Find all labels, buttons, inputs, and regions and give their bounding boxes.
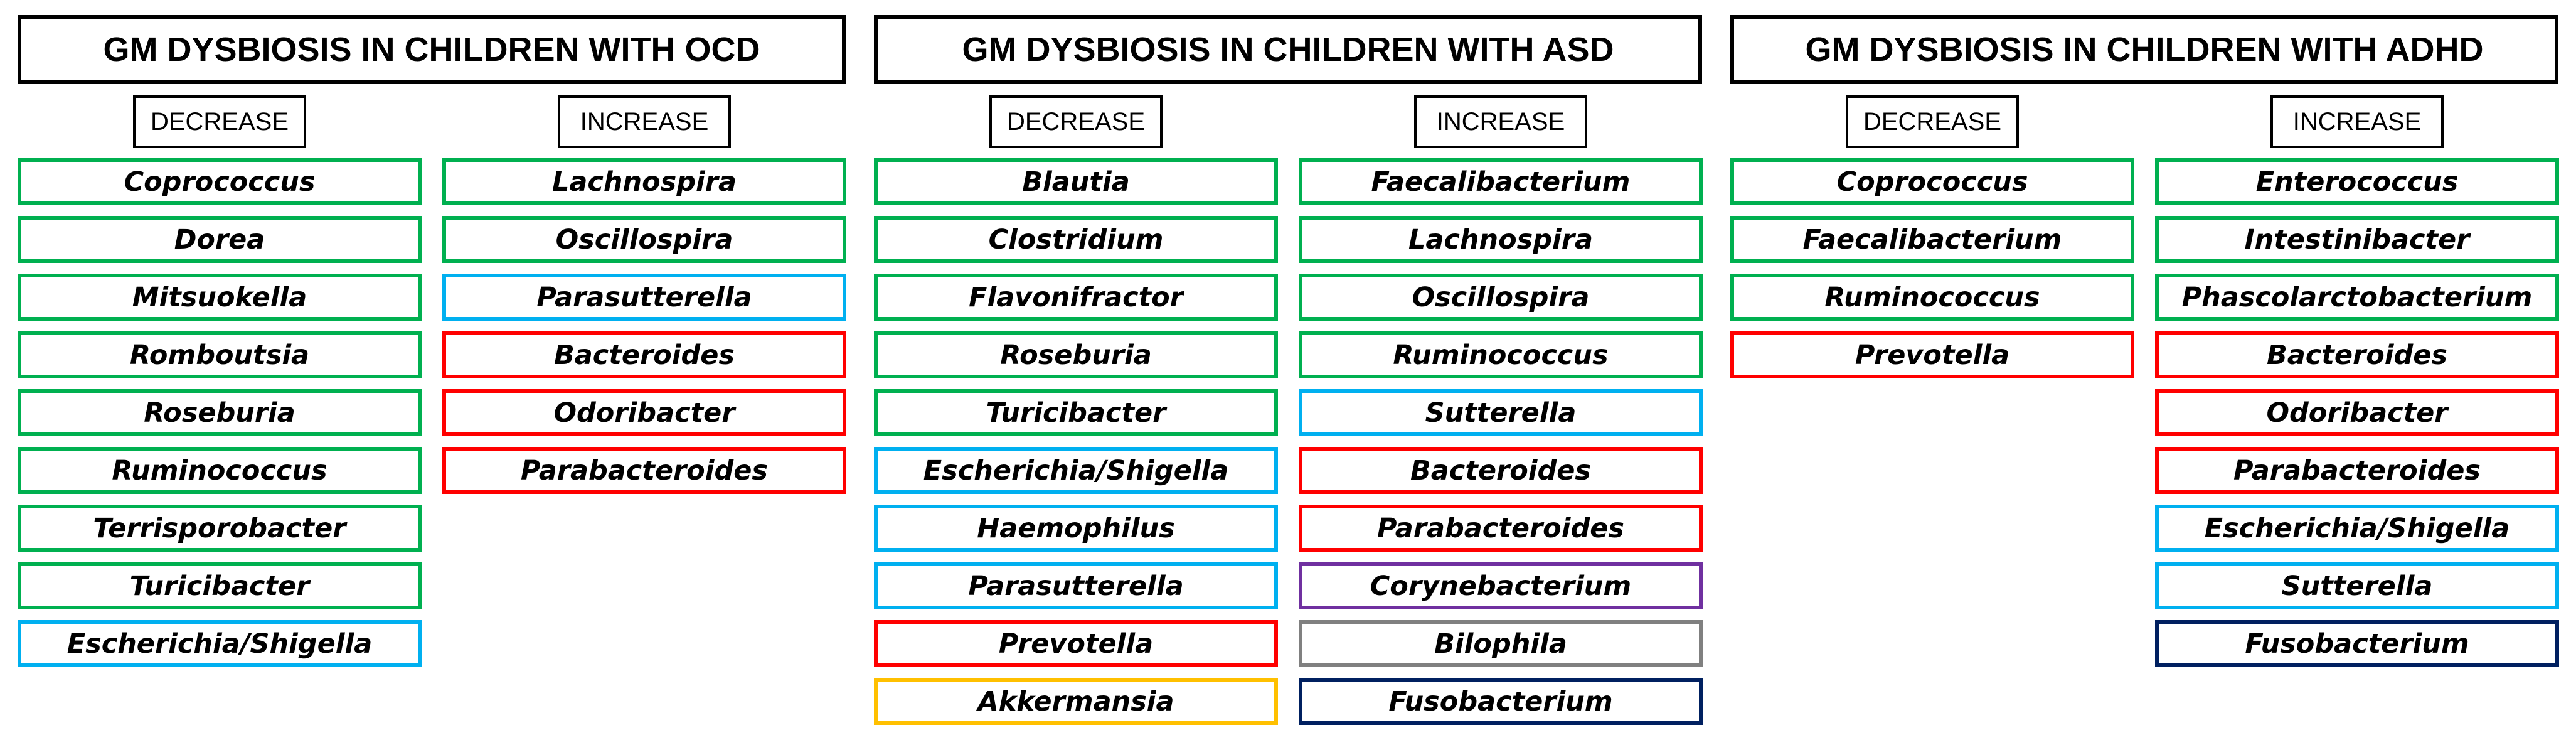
genus-box-bilophila: Bilophila	[1299, 620, 1703, 667]
genus-box-intestinibacter: Intestinibacter	[2155, 216, 2559, 263]
genus-box-dorea: Dorea	[18, 216, 422, 263]
genus-box-roseburia: Roseburia	[874, 331, 1278, 378]
genus-box-terrisporobacter: Terrisporobacter	[18, 505, 422, 552]
genus-box-lachnospira: Lachnospira	[442, 158, 846, 205]
genus-box-faecalibacterium: Faecalibacterium	[1299, 158, 1703, 205]
genus-box-roseburia: Roseburia	[18, 389, 422, 436]
genus-box-coprococcus: Coprococcus	[1730, 158, 2134, 205]
genus-box-fusobacterium: Fusobacterium	[2155, 620, 2559, 667]
genus-box-odoribacter: Odoribacter	[2155, 389, 2559, 436]
genus-box-turicibacter: Turicibacter	[874, 389, 1278, 436]
genus-box-parabacteroides: Parabacteroides	[1299, 505, 1703, 552]
genus-box-coprococcus: Coprococcus	[18, 158, 422, 205]
increase-header: INCREASE	[2270, 95, 2444, 148]
increase-header: INCREASE	[1414, 95, 1587, 148]
genus-box-sutterella: Sutterella	[1299, 389, 1703, 436]
panel-title: GM DYSBIOSIS IN CHILDREN WITH ASD	[874, 15, 1702, 84]
increase-header: INCREASE	[558, 95, 731, 148]
genus-box-prevotella: Prevotella	[1730, 331, 2134, 378]
panel-title: GM DYSBIOSIS IN CHILDREN WITH ADHD	[1730, 15, 2558, 84]
genus-box-oscillospira: Oscillospira	[442, 216, 846, 263]
genus-box-enterococcus: Enterococcus	[2155, 158, 2559, 205]
genus-box-sutterella: Sutterella	[2155, 562, 2559, 609]
genus-box-flavonifractor: Flavonifractor	[874, 274, 1278, 321]
genus-box-escherichia-shigella: Escherichia/Shigella	[18, 620, 422, 667]
genus-box-prevotella: Prevotella	[874, 620, 1278, 667]
genus-box-corynebacterium: Corynebacterium	[1299, 562, 1703, 609]
genus-box-akkermansia: Akkermansia	[874, 678, 1278, 725]
genus-box-lachnospira: Lachnospira	[1299, 216, 1703, 263]
genus-box-parabacteroides: Parabacteroides	[442, 447, 846, 494]
genus-box-bacteroides: Bacteroides	[1299, 447, 1703, 494]
genus-box-turicibacter: Turicibacter	[18, 562, 422, 609]
genus-box-ruminococcus: Ruminococcus	[1299, 331, 1703, 378]
genus-box-blautia: Blautia	[874, 158, 1278, 205]
genus-box-oscillospira: Oscillospira	[1299, 274, 1703, 321]
genus-box-ruminococcus: Ruminococcus	[1730, 274, 2134, 321]
genus-box-faecalibacterium: Faecalibacterium	[1730, 216, 2134, 263]
genus-box-escherichia-shigella: Escherichia/Shigella	[874, 447, 1278, 494]
genus-box-parabacteroides: Parabacteroides	[2155, 447, 2559, 494]
genus-box-odoribacter: Odoribacter	[442, 389, 846, 436]
genus-box-bacteroides: Bacteroides	[442, 331, 846, 378]
genus-box-escherichia-shigella: Escherichia/Shigella	[2155, 505, 2559, 552]
panel-title: GM DYSBIOSIS IN CHILDREN WITH OCD	[18, 15, 846, 84]
decrease-header: DECREASE	[989, 95, 1163, 148]
decrease-header: DECREASE	[1846, 95, 2019, 148]
genus-box-romboutsia: Romboutsia	[18, 331, 422, 378]
genus-box-clostridium: Clostridium	[874, 216, 1278, 263]
genus-box-fusobacterium: Fusobacterium	[1299, 678, 1703, 725]
genus-box-phascolarctobacterium: Phascolarctobacterium	[2155, 274, 2559, 321]
genus-box-parasutterella: Parasutterella	[442, 274, 846, 321]
decrease-header: DECREASE	[133, 95, 306, 148]
genus-box-mitsuokella: Mitsuokella	[18, 274, 422, 321]
genus-box-ruminococcus: Ruminococcus	[18, 447, 422, 494]
genus-box-bacteroides: Bacteroides	[2155, 331, 2559, 378]
genus-box-haemophilus: Haemophilus	[874, 505, 1278, 552]
genus-box-parasutterella: Parasutterella	[874, 562, 1278, 609]
